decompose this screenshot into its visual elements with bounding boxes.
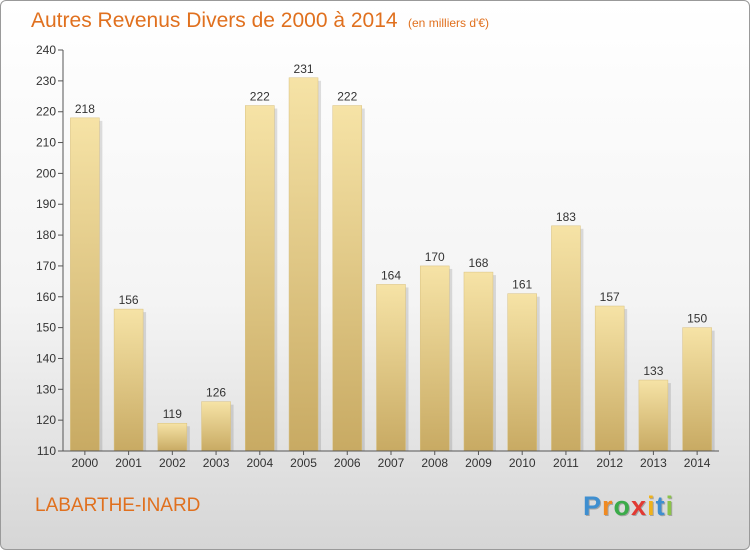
y-tick-label: 220 <box>36 105 56 119</box>
y-tick-label: 160 <box>36 290 56 304</box>
bar-value-label: 231 <box>294 62 314 76</box>
bar-value-label: 157 <box>600 290 620 304</box>
chart-unit-note: (en milliers d'€) <box>408 16 489 30</box>
y-tick-label: 120 <box>36 413 56 427</box>
bar <box>70 117 100 452</box>
x-tick-label: 2014 <box>684 456 711 470</box>
x-tick-label: 2012 <box>596 456 623 470</box>
x-tick-label: 2007 <box>378 456 405 470</box>
bar <box>157 422 188 452</box>
logo-letter: o <box>613 491 632 521</box>
y-tick-label: 200 <box>36 166 56 180</box>
x-tick-label: 2003 <box>203 456 230 470</box>
bar-value-label: 164 <box>381 268 401 282</box>
bar-value-label: 161 <box>512 278 532 292</box>
x-tick-label: 2011 <box>553 456 579 470</box>
y-tick-label: 240 <box>36 43 56 57</box>
bar <box>682 327 712 452</box>
y-tick-label: 110 <box>37 444 56 458</box>
x-tick-label: 2000 <box>72 456 99 470</box>
y-tick-label: 150 <box>36 321 56 335</box>
x-tick-label: 2001 <box>115 456 142 470</box>
bar <box>113 308 144 452</box>
y-tick-label: 230 <box>36 74 56 88</box>
bar <box>332 105 363 452</box>
logo-letter: r <box>602 491 614 521</box>
logo-letter: t <box>655 491 666 521</box>
y-tick-label: 140 <box>36 351 56 365</box>
x-tick-label: 2013 <box>640 456 667 470</box>
bar <box>638 379 669 452</box>
city-name: LABARTHE-INARD <box>35 495 201 516</box>
x-tick-label: 2009 <box>465 456 492 470</box>
bar <box>245 105 275 452</box>
x-tick-label: 2006 <box>334 456 361 470</box>
bar-value-label: 150 <box>687 312 707 326</box>
y-tick-label: 190 <box>36 197 56 211</box>
bar-value-label: 156 <box>119 293 139 307</box>
x-tick-label: 2002 <box>159 456 186 470</box>
logo-letter: i <box>665 491 675 521</box>
x-tick-label: 2004 <box>246 456 273 470</box>
bar <box>419 265 450 452</box>
bar-value-label: 222 <box>337 90 357 104</box>
bar <box>507 293 537 452</box>
bar-value-label: 218 <box>75 102 95 116</box>
bar <box>201 401 231 452</box>
bar <box>551 225 581 452</box>
bar-value-label: 126 <box>206 386 226 400</box>
y-tick-label: 180 <box>36 228 56 242</box>
bar-value-label: 183 <box>556 210 576 224</box>
logo-letter: x <box>631 491 648 521</box>
bar <box>288 77 319 452</box>
chart-title-text: Autres Revenus Divers de 2000 à 2014 <box>31 9 398 32</box>
x-tick-label: 2008 <box>421 456 448 470</box>
x-tick-label: 2005 <box>290 456 317 470</box>
logo-letter: P <box>583 491 603 521</box>
bar <box>376 284 406 452</box>
y-tick-label: 130 <box>36 382 56 396</box>
chart-title: Autres Revenus Divers de 2000 à 2014 (en… <box>31 9 489 33</box>
y-tick-label: 210 <box>36 136 56 150</box>
y-tick-label: 170 <box>36 259 56 273</box>
logo-letter: i <box>647 491 656 521</box>
bar <box>463 271 494 452</box>
bar-value-label: 133 <box>643 364 663 378</box>
bar-value-label: 222 <box>250 90 270 104</box>
bar-value-label: 119 <box>163 407 182 421</box>
bar-value-label: 168 <box>468 256 488 270</box>
x-tick-label: 2010 <box>509 456 536 470</box>
bar-value-label: 170 <box>425 250 445 264</box>
proxiti-logo: Proxiti <box>583 491 674 522</box>
bar <box>594 305 625 452</box>
